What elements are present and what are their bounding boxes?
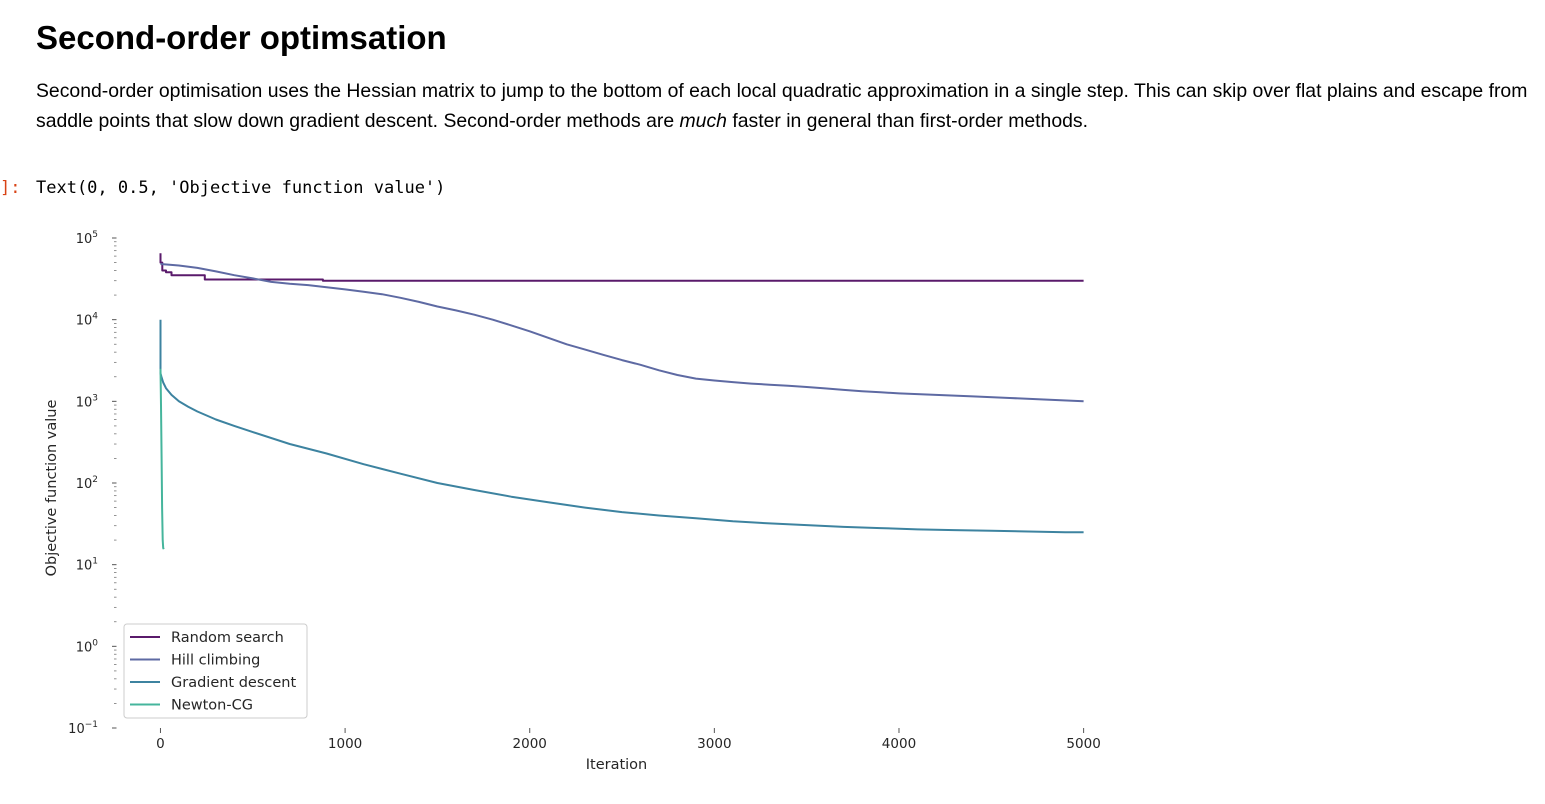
y-tick-label: 10−1	[68, 720, 98, 737]
legend-frame	[123, 623, 308, 719]
x-axis-label: Iteration	[586, 757, 648, 773]
legend-label: Newton-CG	[171, 698, 253, 714]
paragraph-text-start: Second-order optimisation uses the Hessi…	[36, 80, 1528, 132]
x-tick-label: 2000	[513, 736, 547, 752]
y-tick-exponent: 1	[92, 557, 98, 567]
y-tick-label: 102	[76, 475, 98, 492]
y-tick-exponent: 5	[92, 230, 98, 240]
x-tick-label: 4000	[882, 736, 916, 752]
x-tick-label: 3000	[697, 736, 731, 752]
x-axis: 0 1000 2000 3000 4000 5000	[156, 728, 1101, 752]
x-tick-label: 1000	[328, 736, 362, 752]
paragraph-emphasis: much	[679, 110, 727, 132]
y-tick-base: 10	[76, 559, 93, 574]
legend-label: Hill climbing	[171, 653, 260, 669]
markdown-paragraph: Second-order optimisation uses the Hessi…	[36, 76, 1536, 136]
legend-label: Random search	[171, 630, 284, 646]
x-tick-label: 0	[156, 736, 165, 752]
y-tick-label: 104	[76, 312, 99, 329]
series-line-newton-cg	[159, 368, 165, 550]
y-tick-base: 10	[76, 232, 93, 247]
x-tick-label: 5000	[1066, 736, 1100, 752]
y-tick-base: 10	[76, 640, 93, 655]
y-tick-base: 10	[76, 395, 93, 410]
y-tick-exponent: −1	[85, 720, 98, 730]
y-tick-exponent: 4	[92, 312, 98, 322]
y-tick-exponent: 2	[92, 475, 98, 485]
y-tick-label: 101	[76, 557, 98, 574]
chart-legend: Random search Hill climbing Gradient desce…	[123, 623, 308, 719]
series-line-hill-climbing	[160, 263, 1084, 403]
y-tick-base: 10	[68, 722, 85, 737]
y-axis-label: Objective function value	[44, 400, 60, 577]
y-tick-exponent: 0	[92, 638, 98, 648]
series-line-random-search	[159, 253, 1084, 282]
y-tick-base: 10	[76, 314, 93, 329]
series-group	[159, 253, 1084, 550]
y-tick-label: 103	[76, 393, 98, 410]
y-tick-label: 105	[76, 230, 98, 247]
y-tick-base: 10	[76, 477, 93, 492]
y-tick-label: 100	[76, 638, 99, 655]
legend-label: Gradient descent	[171, 675, 296, 691]
output-prompt: ]:	[0, 178, 21, 198]
paragraph-text-end: faster in general than first-order metho…	[726, 110, 1088, 132]
page-title: Second-order optimsation	[36, 19, 447, 56]
y-tick-exponent: 3	[92, 393, 98, 403]
series-line-gradient-descent	[159, 319, 1084, 534]
output-text: Text(0, 0.5, 'Objective function value')	[36, 178, 446, 198]
